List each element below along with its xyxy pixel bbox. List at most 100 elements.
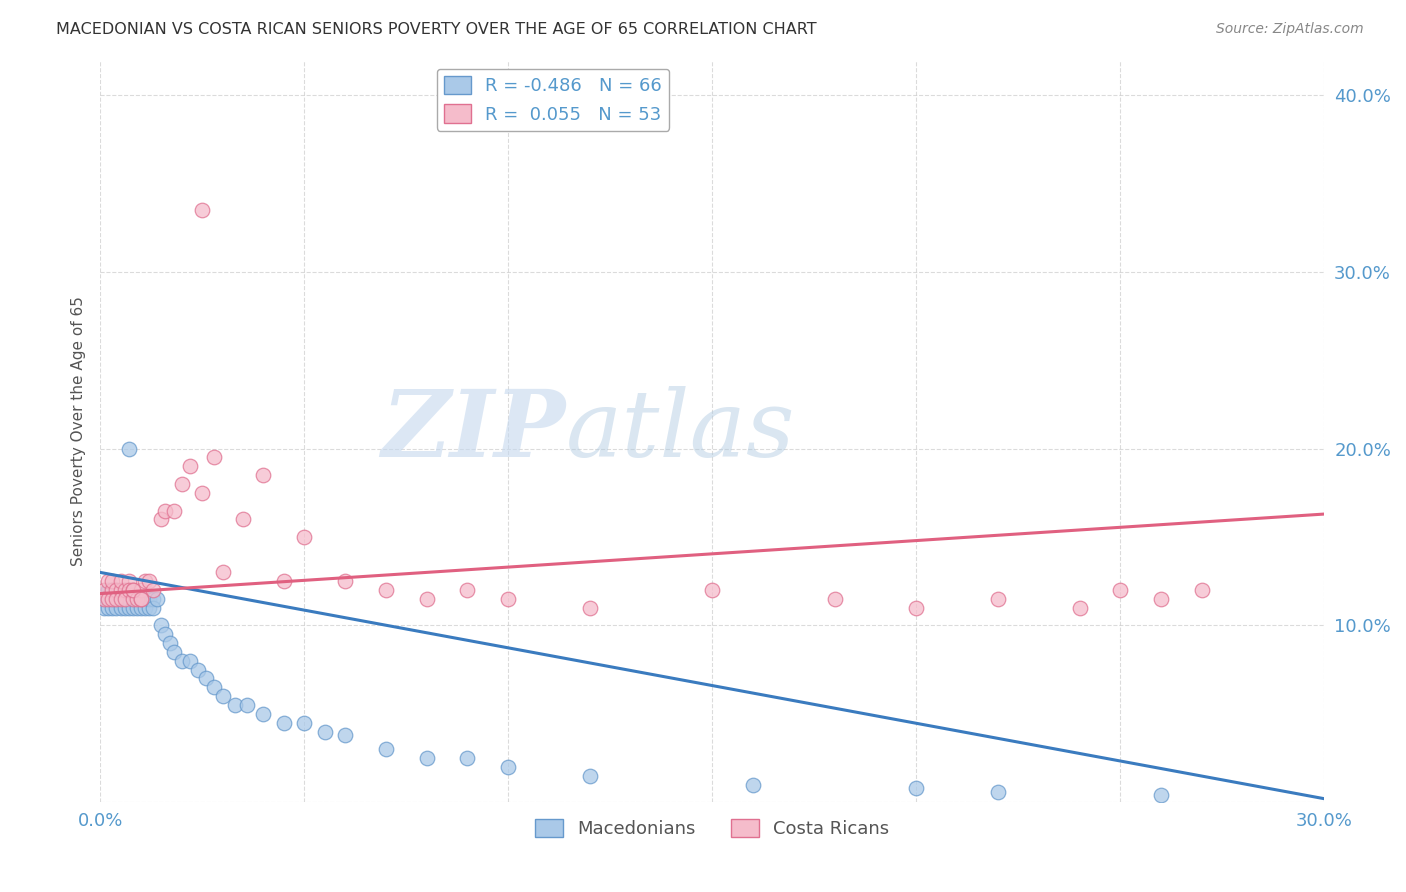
Point: [105, 583, 128, 598]
Point: [125, 591, 148, 606]
Point: [987, 591, 1010, 606]
Point: [142, 583, 165, 598]
Point: [314, 724, 336, 739]
Point: [129, 591, 152, 606]
Point: [224, 698, 246, 712]
Point: [742, 778, 765, 792]
Legend: Macedonians, Costa Ricans: Macedonians, Costa Ricans: [529, 812, 896, 846]
Point: [105, 600, 128, 615]
Point: [159, 636, 181, 650]
Point: [179, 654, 201, 668]
Point: [496, 760, 519, 774]
Point: [162, 503, 184, 517]
Point: [702, 583, 724, 598]
Point: [97, 583, 120, 598]
Point: [252, 706, 274, 721]
Text: MACEDONIAN VS COSTA RICAN SENIORS POVERTY OVER THE AGE OF 65 CORRELATION CHART: MACEDONIAN VS COSTA RICAN SENIORS POVERT…: [56, 22, 817, 37]
Point: [105, 591, 128, 606]
Point: [101, 591, 124, 606]
Point: [125, 591, 148, 606]
Point: [1150, 788, 1173, 802]
Point: [105, 583, 128, 598]
Y-axis label: Seniors Poverty Over the Age of 65: Seniors Poverty Over the Age of 65: [72, 296, 86, 566]
Point: [101, 600, 124, 615]
Point: [118, 591, 141, 606]
Point: [170, 477, 193, 491]
Point: [579, 769, 602, 783]
Point: [905, 600, 928, 615]
Point: [101, 591, 124, 606]
Point: [987, 785, 1010, 799]
Point: [118, 574, 141, 589]
Point: [150, 512, 173, 526]
Point: [211, 689, 233, 703]
Point: [579, 600, 602, 615]
Point: [292, 530, 315, 544]
Point: [118, 591, 141, 606]
Point: [496, 591, 519, 606]
Point: [211, 566, 233, 580]
Point: [202, 450, 225, 465]
Point: [110, 591, 132, 606]
Point: [93, 591, 115, 606]
Point: [93, 591, 115, 606]
Point: [232, 512, 254, 526]
Point: [118, 600, 141, 615]
Point: [195, 672, 218, 686]
Point: [125, 600, 148, 615]
Point: [134, 574, 156, 589]
Point: [129, 583, 152, 598]
Point: [415, 751, 437, 765]
Point: [121, 583, 143, 598]
Point: [110, 574, 132, 589]
Point: [202, 681, 225, 695]
Point: [374, 583, 396, 598]
Point: [129, 591, 152, 606]
Point: [374, 742, 396, 756]
Point: [97, 591, 120, 606]
Point: [97, 600, 120, 615]
Point: [134, 600, 156, 615]
Point: [118, 442, 141, 456]
Point: [1069, 600, 1091, 615]
Point: [456, 751, 478, 765]
Point: [121, 591, 143, 606]
Point: [1109, 583, 1132, 598]
Point: [191, 202, 214, 217]
Point: [273, 574, 295, 589]
Point: [1191, 583, 1213, 598]
Point: [121, 600, 143, 615]
Point: [273, 715, 295, 730]
Point: [333, 574, 356, 589]
Point: [333, 728, 356, 742]
Point: [114, 600, 136, 615]
Point: [101, 591, 124, 606]
Point: [252, 468, 274, 483]
Point: [129, 600, 152, 615]
Point: [138, 591, 160, 606]
Point: [191, 485, 214, 500]
Point: [150, 618, 173, 632]
Point: [110, 591, 132, 606]
Point: [155, 503, 177, 517]
Point: [114, 591, 136, 606]
Point: [114, 583, 136, 598]
Point: [292, 715, 315, 730]
Point: [170, 654, 193, 668]
Point: [236, 698, 259, 712]
Point: [97, 574, 120, 589]
Point: [97, 591, 120, 606]
Point: [114, 591, 136, 606]
Point: [142, 591, 165, 606]
Point: [118, 583, 141, 598]
Point: [121, 591, 143, 606]
Point: [146, 591, 169, 606]
Point: [101, 583, 124, 598]
Point: [101, 583, 124, 598]
Point: [155, 627, 177, 641]
Text: atlas: atlas: [565, 386, 794, 476]
Point: [129, 591, 152, 606]
Point: [142, 600, 165, 615]
Point: [105, 591, 128, 606]
Point: [456, 583, 478, 598]
